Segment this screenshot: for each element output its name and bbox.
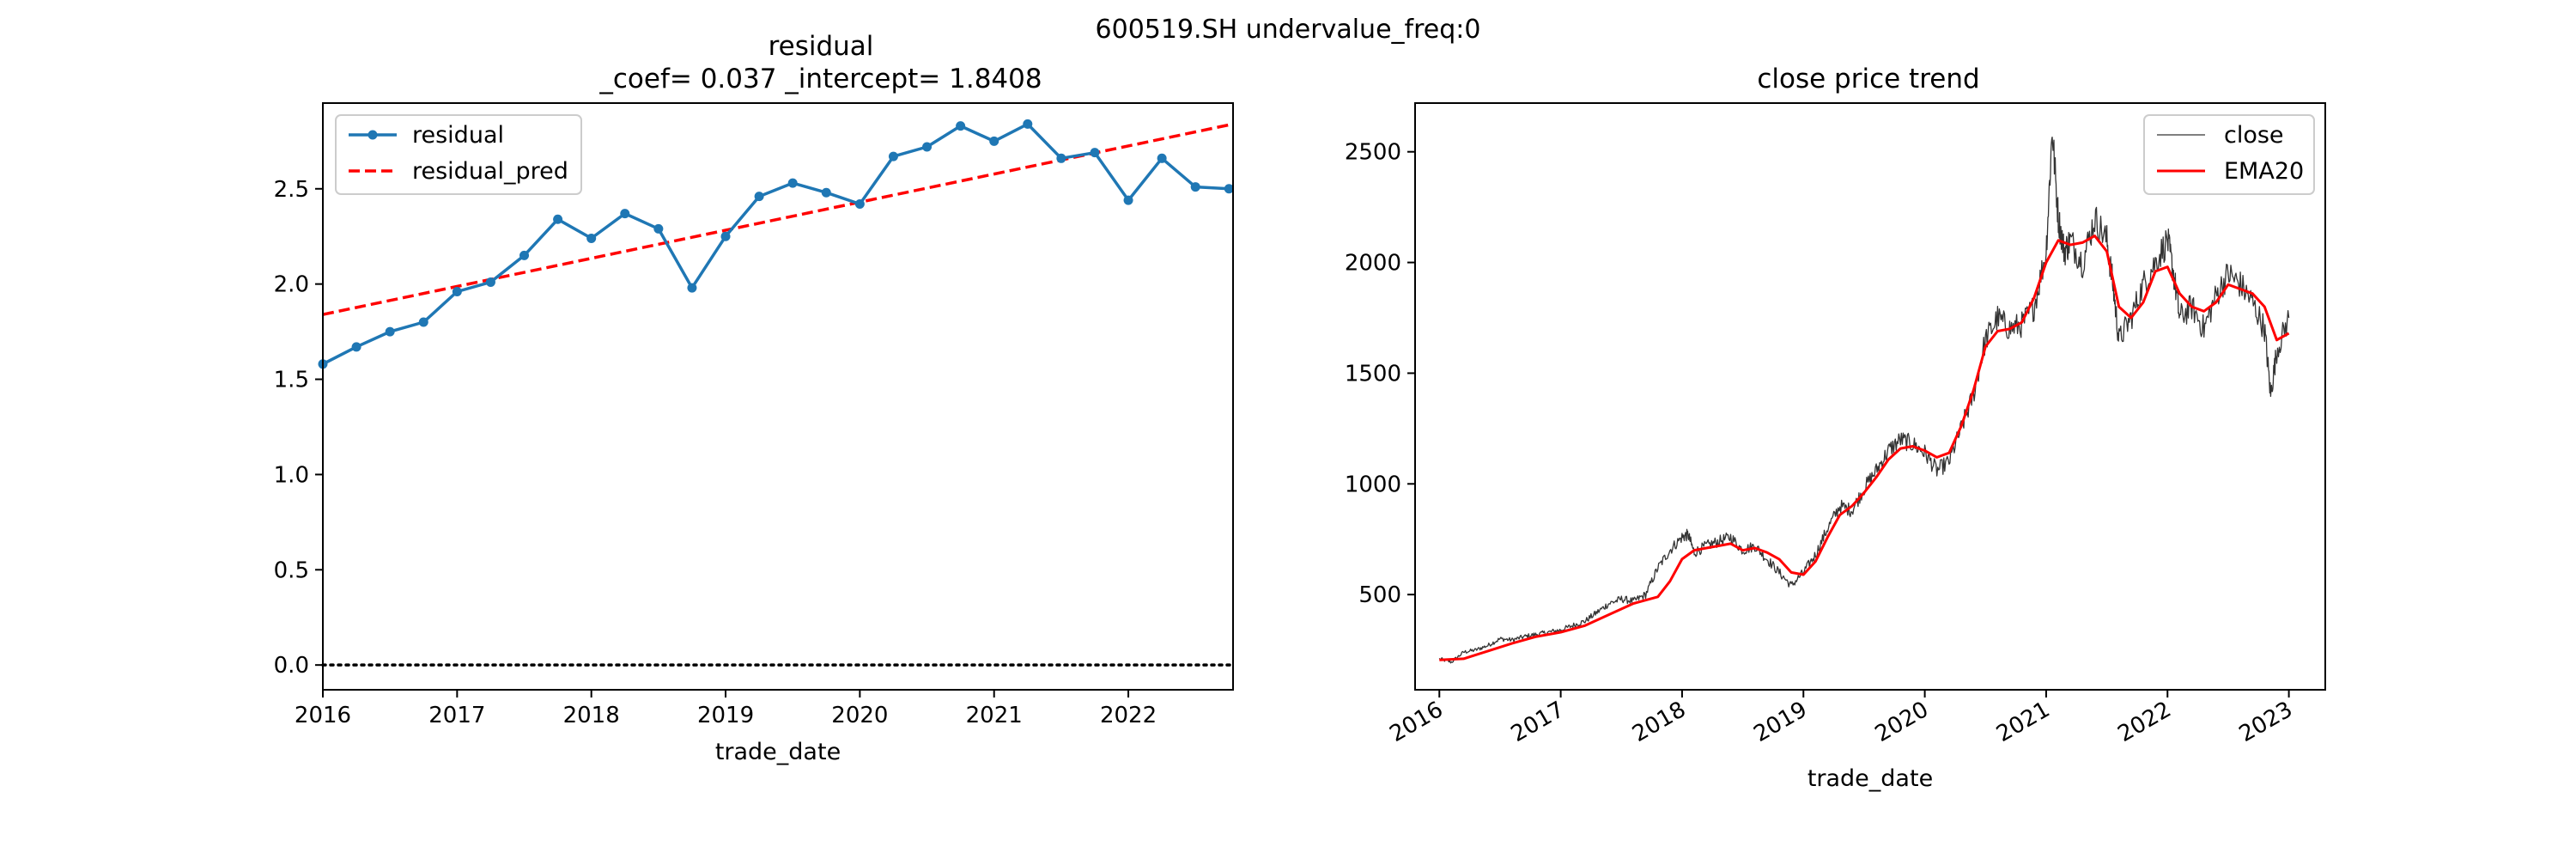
residual-point — [653, 223, 664, 234]
legend-close-label: close — [2224, 122, 2284, 149]
residual-chart: residual _coef= 0.037 _intercept= 1.8408… — [274, 31, 1235, 765]
residual-x-tick-label: 2020 — [831, 703, 888, 728]
residual-point — [754, 192, 764, 202]
residual-point — [1023, 119, 1033, 129]
residual-point — [1190, 182, 1200, 192]
legend-residual-label: residual — [412, 122, 504, 149]
close-series-line — [1438, 136, 2290, 664]
residual-point — [854, 199, 865, 210]
residual-y-tick-label: 2.0 — [274, 272, 309, 298]
residual-point — [418, 317, 428, 327]
close-price-y-tick-label: 2000 — [1345, 251, 1401, 277]
residual-point — [485, 277, 495, 287]
residual-point — [720, 231, 731, 241]
residual-point — [687, 283, 697, 293]
residual-point — [351, 342, 361, 352]
residual-x-axis-label: trade_date — [715, 739, 841, 765]
ema20-series-line — [1439, 235, 2290, 661]
close-price-y-tick-label: 1000 — [1345, 472, 1401, 497]
figure-suptitle: 600519.SH undervalue_freq:0 — [1096, 15, 1481, 45]
residual-point — [1157, 153, 1167, 163]
residual-series-line — [322, 122, 1230, 366]
close-price-y-tick-label: 1500 — [1345, 361, 1401, 387]
close-price-plot-frame — [1414, 102, 2326, 691]
residual-x-tick-label: 2019 — [697, 703, 754, 728]
residual-point — [519, 250, 530, 260]
residual-point — [956, 121, 966, 131]
close-price-x-axis-label: trade_date — [1807, 765, 1933, 792]
residual-point — [1090, 148, 1100, 158]
legend-ema20-label: EMA20 — [2224, 158, 2304, 185]
residual-point — [787, 178, 798, 188]
residual-point — [553, 214, 563, 224]
residual-point — [586, 233, 597, 243]
residual-point — [1123, 195, 1133, 205]
residual-point — [888, 151, 898, 161]
residual-x-tick-label: 2021 — [966, 703, 1023, 728]
close-price-y-tick-label: 2500 — [1345, 140, 1401, 166]
legend-residual-marker — [368, 130, 378, 140]
residual-y-tick-label: 2.5 — [274, 177, 309, 203]
residual-point — [620, 209, 630, 219]
residual-point — [385, 326, 395, 337]
residual-chart-title: residual — [769, 31, 874, 62]
residual-y-tick-label: 1.5 — [274, 368, 309, 393]
residual-chart-subtitle: _coef= 0.037 _intercept= 1.8408 — [598, 64, 1042, 94]
residual-point — [1056, 153, 1066, 163]
residual-point — [821, 187, 831, 198]
residual-y-tick-label: 0.5 — [274, 557, 309, 583]
close-price-y-tick-label: 500 — [1358, 582, 1401, 608]
residual-point — [1224, 184, 1234, 194]
residual-x-tick-label: 2016 — [295, 703, 351, 728]
close-price-chart-title: close price trend — [1757, 64, 1979, 94]
residual-x-tick-label: 2017 — [428, 703, 485, 728]
close-price-legend: close EMA20 — [2143, 114, 2315, 195]
residual-x-tick-label: 2018 — [563, 703, 620, 728]
residual-x-tick-label: 2022 — [1100, 703, 1157, 728]
residual-point — [452, 287, 462, 297]
residual-point — [989, 136, 999, 146]
residual-plot-frame — [322, 102, 1234, 691]
residual-y-tick-label: 0.0 — [274, 653, 309, 679]
residual-point — [922, 142, 933, 152]
residual-legend-box — [335, 114, 582, 195]
residual-legend: residual residual_pred — [335, 114, 582, 195]
legend-residual-pred-label: residual_pred — [412, 158, 568, 185]
residual-y-tick-label: 1.0 — [274, 462, 309, 488]
